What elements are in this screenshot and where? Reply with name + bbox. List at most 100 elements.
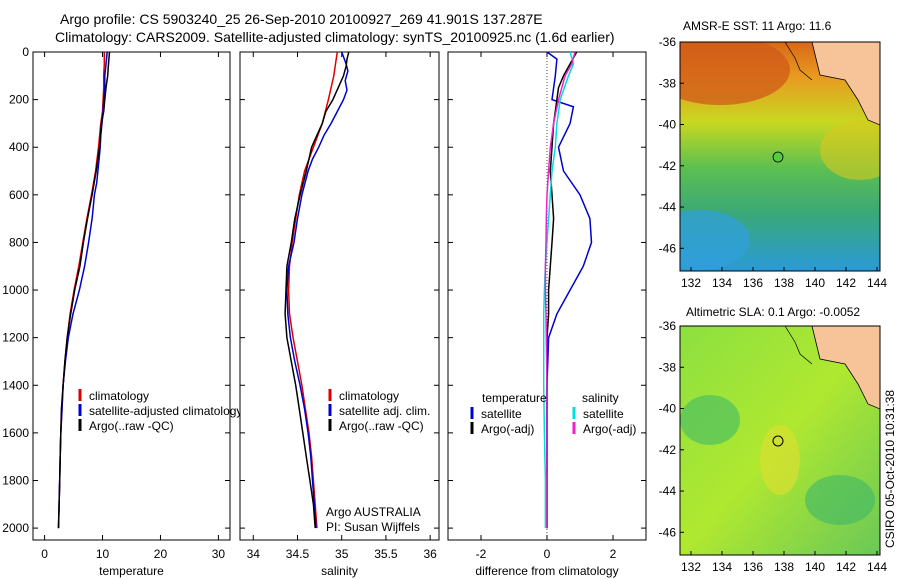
y-tick-label: 1000 [2,283,29,297]
map-lon-label: 144 [867,560,887,574]
legend-header-salinity: salinity [582,391,619,405]
argo-location-marker [772,435,784,447]
legend-label: Argo(..raw -QC) [339,419,424,433]
x-tick-label: 10 [96,547,110,561]
map-lat-label: -36 [659,319,677,333]
map-lat-label: -42 [659,443,677,457]
map-lon-label: 138 [774,560,794,574]
sla-map-frame [679,325,881,556]
map-lon-label: 136 [743,276,763,290]
x-tick-label: 2 [610,547,617,561]
sla-map: Altimetric SLA: 0.1 Argo: -0.0052 -36 -38… [659,305,888,574]
map-lat-label: -40 [659,402,677,416]
map-lat-label: -36 [659,35,677,49]
x-tick-label: 34.5 [286,547,310,561]
y-tick-label: 1200 [2,331,29,345]
map-lat-label: -38 [659,360,677,374]
series-line [544,51,576,529]
plot-frame [32,51,231,541]
map-lat-label: -42 [659,159,677,173]
legend-label: satellite adj. clim. [339,404,430,418]
y-tick-label: 1600 [2,426,29,440]
legend-label: climatology [89,389,149,403]
annotation-text: PI: Susan Wijffels [326,520,420,534]
map-lat-label: -44 [659,200,677,214]
sst-map-ticks: -36 -38 -40 -42 -44 -46 132 134 136 138 140 142 144 [659,35,888,290]
series-line [546,51,593,529]
sst-map-frame [679,41,881,272]
x-tick-label: 0 [544,547,551,561]
coastline [784,326,813,365]
legend-label: satellite [481,407,522,421]
legend-label: Argo(-adj) [481,422,534,436]
map-lon-label: 142 [836,560,856,574]
figure-title-line2: Climatology: CARS2009. Satellite-adjuste… [55,29,615,45]
legend-label: satellite-adjusted climatology [89,404,242,418]
sst-patch [820,120,880,180]
map-lon-label: 134 [712,560,732,574]
map-lat-label: -46 [659,241,677,255]
sla-patch [680,395,740,445]
x-tick-label: 35.5 [374,547,398,561]
map-lon-label: 132 [681,276,701,290]
sla-map-ticks: -36 -38 -40 -42 -44 -46 132 134 136 138 140 142 144 [659,319,888,574]
difference-panel: -2 0 2 difference from climatology temperatu… [447,51,647,578]
series-line [286,51,349,529]
y-tick-label: 1800 [2,473,29,487]
timestamp-label: CSIRO 05-Oct-2010 10:31:38 [883,390,897,548]
annotation-text: Argo AUSTRALIA [326,505,421,519]
x-axis-label: salinity [321,564,358,578]
salinity-panel: 34 34.5 35 35.5 36 salinity climatologysatelli… [239,51,440,578]
x-axis-label: difference from climatology [475,564,618,578]
map-lat-label: -38 [659,76,677,90]
plot-frame [239,51,440,541]
series-line [542,51,575,529]
coastline [784,42,813,81]
map-lon-label: 140 [805,560,825,574]
land-south-australia [811,326,880,410]
map-lon-label: 136 [743,560,763,574]
y-tick-label: 0 [22,45,29,59]
map-lon-label: 142 [836,276,856,290]
x-tick-label: 36 [423,547,437,561]
legend-header-temperature: temperature [482,391,547,405]
y-tick-label: 1400 [2,378,29,392]
map-lon-label: 138 [774,276,794,290]
land-south-australia [811,42,880,126]
y-tick-label: 2000 [2,521,29,535]
legend-label: climatology [339,389,399,403]
x-tick-label: 30 [212,547,226,561]
sla-map-title: Altimetric SLA: 0.1 Argo: -0.0052 [686,305,860,319]
temperature-panel: 0 10 20 30 0 200 400 600 800 1000 1200 1400 1600 1800… [2,45,242,578]
map-lat-label: -44 [659,484,677,498]
sst-map: AMSR-E SST: 11 Argo: 11.6 -36 -38 -40 -42 -4… [659,19,888,290]
x-axis-label: temperature [99,564,164,578]
map-lat-label: -46 [659,525,677,539]
y-tick-label: 800 [9,235,29,249]
map-lon-label: 144 [867,276,887,290]
series-line [546,51,578,529]
series-line [57,51,111,529]
map-lon-label: 134 [712,276,732,290]
legend-label: Argo(-adj) [583,422,636,436]
x-tick-label: 0 [41,547,48,561]
map-lon-label: 140 [805,276,825,290]
legend-label: satellite [583,407,624,421]
legend-label: Argo(..raw -QC) [89,419,174,433]
y-tick-label: 400 [9,140,29,154]
x-tick-label: 20 [154,547,168,561]
map-lat-label: -40 [659,118,677,132]
sla-patch [805,475,875,525]
sst-map-title: AMSR-E SST: 11 Argo: 11.6 [683,19,832,33]
x-tick-label: 34 [247,547,261,561]
figure-title-line1: Argo profile: CS 5903240_25 26-Sep-2010 … [60,11,543,27]
argo-location-marker [772,151,784,163]
sla-patch [760,425,800,495]
map-lon-label: 132 [681,560,701,574]
y-tick-label: 200 [9,93,29,107]
series-line [284,51,350,529]
x-tick-label: 35 [335,547,349,561]
y-tick-label: 600 [9,188,29,202]
sst-cool-patch [680,210,750,270]
